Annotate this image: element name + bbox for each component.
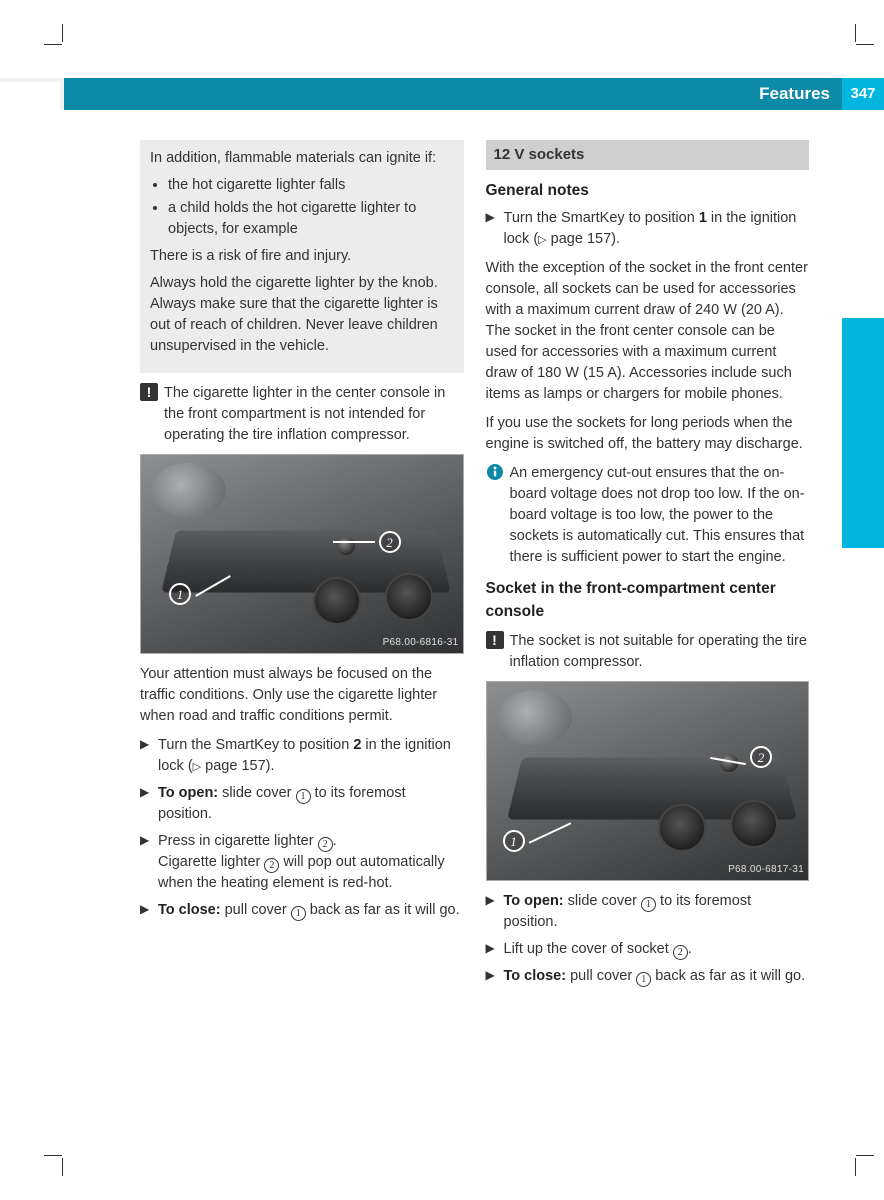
crop-mark (44, 1155, 62, 1156)
step-marker-icon: ▶ (486, 208, 498, 250)
warning-bullets: the hot cigarette lighter falls a child … (150, 175, 454, 240)
step-marker-icon: ▶ (140, 900, 152, 921)
step-list: ▶ Turn the SmartKey to position 2 in the… (140, 735, 464, 921)
crop-mark (44, 44, 62, 45)
warning-box: In addition, flammable materials can ign… (140, 140, 464, 373)
step-text: Turn the SmartKey to position 2 in the i… (158, 735, 464, 777)
crop-mark (62, 1158, 63, 1176)
warning-intro: In addition, flammable materials can ign… (150, 148, 454, 169)
step-item: ▶ Turn the SmartKey to position 2 in the… (140, 735, 464, 777)
step-list: ▶ Turn the SmartKey to position 1 in the… (486, 208, 810, 250)
step-item: ▶ Press in cigarette lighter 2.Cigarette… (140, 831, 464, 894)
left-column: In addition, flammable materials can ign… (140, 140, 464, 994)
step-marker-icon: ▶ (486, 939, 498, 960)
warning-risk: There is a risk of fire and injury. (150, 246, 454, 267)
step-marker-icon: ▶ (486, 966, 498, 987)
step-marker-icon: ▶ (486, 891, 498, 933)
notice-text: The socket is not suitable for operating… (510, 631, 810, 673)
page-header: Features 347 (0, 78, 884, 110)
warning-bullet: the hot cigarette lighter falls (168, 175, 454, 196)
figure-callout-1: 1 (169, 583, 191, 605)
exclamation-icon: ! (140, 383, 158, 401)
step-text: Press in cigarette lighter 2.Cigarette l… (158, 831, 464, 894)
sockets-paragraph-2: If you use the sockets for long periods … (486, 413, 810, 455)
notice-text: The cigarette lighter in the center cons… (164, 383, 464, 446)
step-item: ▶ To close: pull cover 1 back as far as … (140, 900, 464, 921)
step-item: ▶ To open: slide cover 1 to its foremost… (140, 783, 464, 825)
crop-mark (62, 24, 63, 42)
subheading-general: General notes (486, 180, 810, 202)
info-icon (486, 463, 504, 481)
figure-callout-2: 2 (379, 531, 401, 553)
important-notice: ! The cigarette lighter in the center co… (140, 383, 464, 446)
crop-mark (856, 1155, 874, 1156)
figure-code: P68.00-6817-31 (728, 863, 804, 878)
warning-instructions: Always hold the cigarette lighter by the… (150, 273, 454, 357)
step-marker-icon: ▶ (140, 735, 152, 777)
warning-bullet: a child holds the hot cigarette lighter … (168, 198, 454, 240)
subheading-socket-front: Socket in the front-compartment center c… (486, 578, 810, 623)
header-title: Features (64, 78, 842, 110)
important-notice: ! The socket is not suitable for operati… (486, 631, 810, 673)
step-item: ▶ To open: slide cover 1 to its foremost… (486, 891, 810, 933)
figure-code: P68.00-6816-31 (383, 636, 459, 651)
crop-mark (855, 1158, 856, 1176)
sockets-paragraph-1: With the exception of the socket in the … (486, 258, 810, 405)
step-marker-icon: ▶ (140, 831, 152, 894)
figure-12v-socket: 1 2 P68.00-6817-31 (486, 681, 810, 881)
step-text: To open: slide cover 1 to its foremost p… (504, 891, 810, 933)
page-content: In addition, flammable materials can ign… (140, 140, 809, 994)
step-item: ▶ To close: pull cover 1 back as far as … (486, 966, 810, 987)
step-item: ▶ Lift up the cover of socket 2. (486, 939, 810, 960)
figure-callout-1: 1 (503, 830, 525, 852)
step-text: To close: pull cover 1 back as far as it… (504, 966, 810, 987)
info-note: An emergency cut-out ensures that the on… (486, 463, 810, 568)
page-number: 347 (842, 78, 884, 110)
step-list: ▶ To open: slide cover 1 to its foremost… (486, 891, 810, 987)
step-text: Lift up the cover of socket 2. (504, 939, 810, 960)
attention-paragraph: Your attention must always be focused on… (140, 664, 464, 727)
info-text: An emergency cut-out ensures that the on… (510, 463, 810, 568)
crop-mark (855, 24, 856, 42)
step-marker-icon: ▶ (140, 783, 152, 825)
crop-mark (856, 44, 874, 45)
right-column: 12 V sockets General notes ▶ Turn the Sm… (486, 140, 810, 994)
exclamation-icon: ! (486, 631, 504, 649)
step-text: To open: slide cover 1 to its foremost p… (158, 783, 464, 825)
header-stub (0, 78, 64, 110)
step-text: Turn the SmartKey to position 1 in the i… (504, 208, 810, 250)
figure-cigarette-lighter: 1 2 P68.00-6816-31 (140, 454, 464, 654)
section-heading: 12 V sockets (486, 140, 810, 170)
thumb-tab (842, 318, 884, 548)
step-item: ▶ Turn the SmartKey to position 1 in the… (486, 208, 810, 250)
step-text: To close: pull cover 1 back as far as it… (158, 900, 464, 921)
